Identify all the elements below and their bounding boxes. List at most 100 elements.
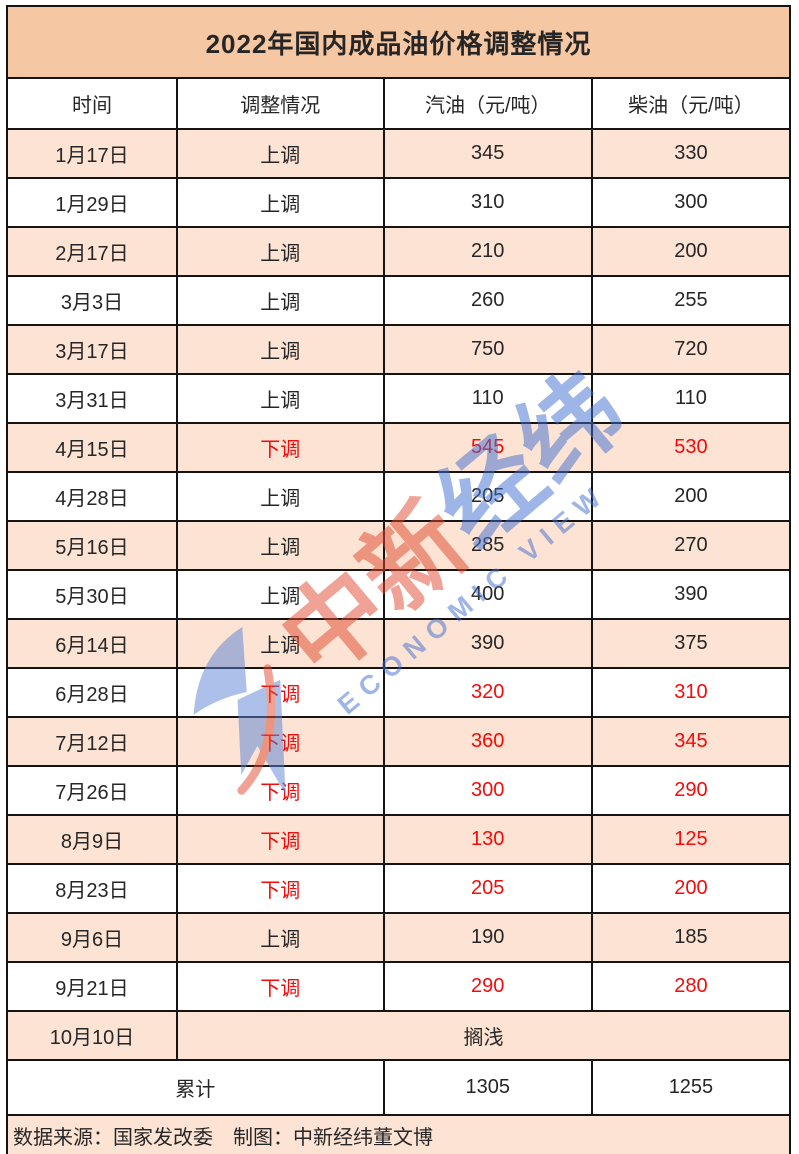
table-row: 2月17日 上调 210 200 <box>6 226 792 277</box>
action-cell: 上调 <box>175 373 385 424</box>
date-cell: 4月28日 <box>6 471 178 522</box>
status-cell: 搁浅 <box>175 1010 792 1061</box>
footer-row: 数据来源：国家发改委 制图：中新经纬董文博 <box>6 1114 791 1154</box>
diesel-cell: 300 <box>590 177 792 228</box>
action-cell: 上调 <box>175 128 385 179</box>
column-header-row: 时间 调整情况 汽油（元/吨） 柴油（元/吨） <box>6 77 792 130</box>
table-row: 6月28日 下调 320 310 <box>6 667 792 718</box>
date-cell: 1月29日 <box>6 177 178 228</box>
action-cell: 下调 <box>175 667 385 718</box>
column-header-gasoline: 汽油（元/吨） <box>382 77 593 130</box>
gasoline-cell: 360 <box>382 716 593 767</box>
table-row: 1月17日 上调 345 330 <box>6 128 792 179</box>
oil-price-table: 2022年国内成品油价格调整情况 时间 调整情况 汽油（元/吨） 柴油（元/吨）… <box>6 5 792 1154</box>
gasoline-cell: 390 <box>382 618 593 669</box>
diesel-cell: 280 <box>590 961 792 1012</box>
gasoline-cell: 190 <box>382 912 593 963</box>
table-row: 8月9日 下调 130 125 <box>6 814 792 865</box>
total-label-cell: 累计 <box>6 1059 385 1116</box>
gasoline-cell: 345 <box>382 128 593 179</box>
table-row-suspended: 10月10日 搁浅 <box>6 1010 792 1061</box>
date-cell: 9月21日 <box>6 961 178 1012</box>
gasoline-cell: 210 <box>382 226 593 277</box>
action-cell: 上调 <box>175 177 385 228</box>
date-cell: 3月3日 <box>6 275 178 326</box>
date-cell: 5月16日 <box>6 520 178 571</box>
action-cell: 下调 <box>175 716 385 767</box>
diesel-cell: 530 <box>590 422 792 473</box>
gasoline-cell: 260 <box>382 275 593 326</box>
table-row: 7月12日 下调 360 345 <box>6 716 792 767</box>
title-row: 2022年国内成品油价格调整情况 <box>6 5 791 79</box>
date-cell: 9月6日 <box>6 912 178 963</box>
action-cell: 上调 <box>175 618 385 669</box>
date-cell: 5月30日 <box>6 569 178 620</box>
gasoline-cell: 310 <box>382 177 593 228</box>
gasoline-cell: 205 <box>382 863 593 914</box>
action-cell: 上调 <box>175 569 385 620</box>
table-row: 9月6日 上调 190 185 <box>6 912 792 963</box>
table-row-total: 累计 1305 1255 <box>6 1059 792 1116</box>
date-cell: 7月26日 <box>6 765 178 816</box>
gasoline-cell: 320 <box>382 667 593 718</box>
diesel-cell: 345 <box>590 716 792 767</box>
table-row: 3月3日 上调 260 255 <box>6 275 792 326</box>
gasoline-cell: 400 <box>382 569 593 620</box>
date-cell: 1月17日 <box>6 128 178 179</box>
diesel-cell: 255 <box>590 275 792 326</box>
date-cell: 10月10日 <box>6 1010 178 1061</box>
gasoline-cell: 750 <box>382 324 593 375</box>
action-cell: 上调 <box>175 471 385 522</box>
action-cell: 上调 <box>175 324 385 375</box>
column-header-action: 调整情况 <box>175 77 385 130</box>
action-cell: 下调 <box>175 422 385 473</box>
diesel-cell: 720 <box>590 324 792 375</box>
action-cell: 下调 <box>175 863 385 914</box>
table-row: 4月15日 下调 545 530 <box>6 422 792 473</box>
table-row: 3月31日 上调 110 110 <box>6 373 792 424</box>
diesel-cell: 185 <box>590 912 792 963</box>
diesel-cell: 110 <box>590 373 792 424</box>
table-row: 3月17日 上调 750 720 <box>6 324 792 375</box>
diesel-cell: 200 <box>590 471 792 522</box>
date-cell: 7月12日 <box>6 716 178 767</box>
gasoline-cell: 205 <box>382 471 593 522</box>
action-cell: 下调 <box>175 814 385 865</box>
date-cell: 6月28日 <box>6 667 178 718</box>
table-row: 6月14日 上调 390 375 <box>6 618 792 669</box>
table-row: 5月30日 上调 400 390 <box>6 569 792 620</box>
column-header-time: 时间 <box>6 77 178 130</box>
diesel-cell: 310 <box>590 667 792 718</box>
table-row: 7月26日 下调 300 290 <box>6 765 792 816</box>
diesel-cell: 200 <box>590 226 792 277</box>
action-cell: 上调 <box>175 226 385 277</box>
date-cell: 4月15日 <box>6 422 178 473</box>
gasoline-cell: 285 <box>382 520 593 571</box>
diesel-cell: 270 <box>590 520 792 571</box>
diesel-cell: 375 <box>590 618 792 669</box>
total-gasoline-cell: 1305 <box>382 1059 593 1116</box>
date-cell: 2月17日 <box>6 226 178 277</box>
date-cell: 3月17日 <box>6 324 178 375</box>
diesel-cell: 290 <box>590 765 792 816</box>
table-row: 9月21日 下调 290 280 <box>6 961 792 1012</box>
table-row: 4月28日 上调 205 200 <box>6 471 792 522</box>
action-cell: 下调 <box>175 765 385 816</box>
date-cell: 3月31日 <box>6 373 178 424</box>
diesel-cell: 330 <box>590 128 792 179</box>
action-cell: 上调 <box>175 912 385 963</box>
date-cell: 8月9日 <box>6 814 178 865</box>
gasoline-cell: 300 <box>382 765 593 816</box>
table-row: 5月16日 上调 285 270 <box>6 520 792 571</box>
gasoline-cell: 545 <box>382 422 593 473</box>
action-cell: 下调 <box>175 961 385 1012</box>
date-cell: 8月23日 <box>6 863 178 914</box>
action-cell: 上调 <box>175 520 385 571</box>
diesel-cell: 390 <box>590 569 792 620</box>
gasoline-cell: 130 <box>382 814 593 865</box>
total-diesel-cell: 1255 <box>590 1059 792 1116</box>
date-cell: 6月14日 <box>6 618 178 669</box>
table-row: 1月29日 上调 310 300 <box>6 177 792 228</box>
column-header-diesel: 柴油（元/吨） <box>590 77 792 130</box>
